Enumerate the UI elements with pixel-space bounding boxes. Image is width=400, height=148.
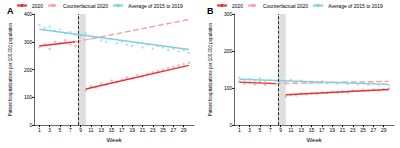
svg-text:Counterfactual 2020: Counterfactual 2020 xyxy=(263,3,308,9)
svg-text:Average of 2015 to 2019: Average of 2015 to 2019 xyxy=(328,3,383,9)
svg-text:400: 400 xyxy=(24,11,33,17)
svg-text:Week: Week xyxy=(307,137,323,143)
svg-text:9: 9 xyxy=(79,127,82,133)
svg-text:17: 17 xyxy=(319,127,325,133)
svg-text:11: 11 xyxy=(88,127,93,133)
svg-text:29: 29 xyxy=(181,127,187,133)
svg-text:7: 7 xyxy=(269,127,272,133)
svg-text:Patient hospitalizations per 1: Patient hospitalizations per 100,000 pop… xyxy=(208,22,213,116)
svg-text:15: 15 xyxy=(109,127,115,133)
svg-text:25: 25 xyxy=(360,127,366,133)
svg-text:11: 11 xyxy=(288,127,293,133)
svg-text:19: 19 xyxy=(329,127,335,133)
svg-text:17: 17 xyxy=(119,127,125,133)
svg-text:200: 200 xyxy=(224,48,233,54)
svg-text:15: 15 xyxy=(309,127,315,133)
svg-text:3: 3 xyxy=(248,127,251,133)
svg-text:300: 300 xyxy=(224,11,233,17)
svg-text:27: 27 xyxy=(171,127,177,133)
svg-text:Counterfactual 2020: Counterfactual 2020 xyxy=(63,3,108,9)
svg-text:A: A xyxy=(7,6,14,16)
svg-text:13: 13 xyxy=(298,127,304,133)
svg-text:25: 25 xyxy=(160,127,166,133)
svg-text:200: 200 xyxy=(24,67,33,73)
svg-text:Average of 2015 to 2019: Average of 2015 to 2019 xyxy=(128,3,183,9)
svg-text:29: 29 xyxy=(381,127,387,133)
svg-text:2020: 2020 xyxy=(232,3,243,9)
svg-text:100: 100 xyxy=(224,85,233,91)
svg-text:21: 21 xyxy=(140,127,146,133)
svg-text:2020: 2020 xyxy=(32,3,43,9)
svg-text:1: 1 xyxy=(38,127,41,133)
svg-text:23: 23 xyxy=(350,127,356,133)
svg-text:7: 7 xyxy=(69,127,72,133)
svg-text:1: 1 xyxy=(238,127,241,133)
svg-text:13: 13 xyxy=(98,127,104,133)
svg-text:Patient hospitalizations per 1: Patient hospitalizations per 100,000 pop… xyxy=(8,22,13,116)
svg-text:3: 3 xyxy=(48,127,51,133)
svg-text:0: 0 xyxy=(229,122,232,128)
svg-text:23: 23 xyxy=(150,127,156,133)
svg-text:27: 27 xyxy=(371,127,377,133)
svg-text:300: 300 xyxy=(24,39,33,45)
svg-text:B: B xyxy=(207,6,214,16)
svg-text:5: 5 xyxy=(259,127,262,133)
svg-text:Week: Week xyxy=(107,137,123,143)
svg-text:21: 21 xyxy=(340,127,346,133)
svg-text:19: 19 xyxy=(129,127,135,133)
svg-text:100: 100 xyxy=(24,94,33,100)
svg-text:0: 0 xyxy=(29,122,32,128)
svg-text:9: 9 xyxy=(279,127,282,133)
svg-text:5: 5 xyxy=(59,127,62,133)
